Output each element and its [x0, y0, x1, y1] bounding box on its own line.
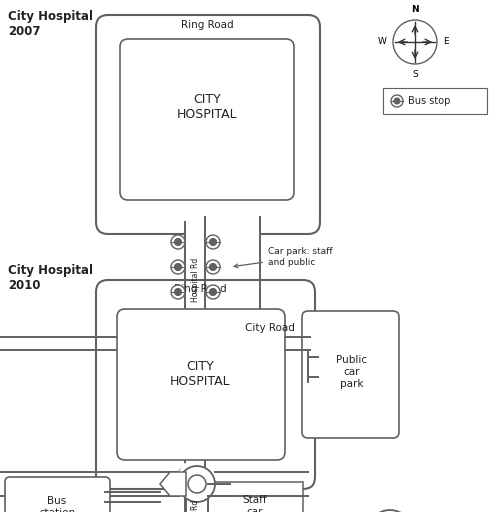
FancyBboxPatch shape: [302, 311, 399, 438]
FancyBboxPatch shape: [117, 309, 285, 460]
Text: Hospital Rd: Hospital Rd: [192, 258, 201, 302]
Circle shape: [206, 235, 220, 249]
Bar: [185, 222, 260, 337]
Text: Public
car
park: Public car park: [337, 355, 368, 389]
Text: N: N: [411, 5, 419, 14]
Text: Bus stop: Bus stop: [408, 96, 450, 106]
Circle shape: [171, 260, 185, 274]
Text: CITY
HOSPITAL: CITY HOSPITAL: [170, 360, 230, 388]
Circle shape: [210, 288, 216, 295]
Text: City Road: City Road: [245, 323, 295, 333]
Text: Ring Road: Ring Road: [181, 20, 233, 30]
Text: City Hospital
2007: City Hospital 2007: [8, 10, 93, 38]
Circle shape: [171, 285, 185, 299]
FancyBboxPatch shape: [96, 15, 320, 234]
Text: Bus
station: Bus station: [39, 496, 75, 512]
Circle shape: [188, 475, 206, 493]
Circle shape: [394, 98, 400, 104]
Circle shape: [175, 288, 182, 295]
Circle shape: [210, 264, 216, 270]
Circle shape: [393, 20, 437, 64]
Circle shape: [171, 235, 185, 249]
Bar: [208, 482, 303, 512]
Text: CITY
HOSPITAL: CITY HOSPITAL: [177, 93, 237, 121]
Circle shape: [179, 466, 215, 502]
Polygon shape: [160, 472, 186, 496]
Text: E: E: [443, 37, 449, 47]
Circle shape: [206, 260, 220, 274]
Circle shape: [175, 239, 182, 245]
Circle shape: [175, 264, 182, 270]
FancyBboxPatch shape: [383, 88, 487, 114]
Text: Car park: staff
and public: Car park: staff and public: [234, 247, 332, 268]
Bar: [186, 484, 208, 512]
Circle shape: [210, 239, 216, 245]
Text: Ring Road: Ring Road: [174, 284, 226, 294]
FancyBboxPatch shape: [96, 280, 315, 489]
Bar: [186, 477, 208, 484]
Text: Staff
car
park: Staff car park: [242, 496, 267, 512]
FancyBboxPatch shape: [120, 39, 294, 200]
FancyBboxPatch shape: [5, 477, 110, 512]
Circle shape: [391, 95, 403, 107]
Text: Hospital Rd: Hospital Rd: [192, 500, 201, 512]
Text: W: W: [378, 37, 387, 47]
Text: S: S: [412, 70, 418, 79]
Circle shape: [368, 510, 412, 512]
Text: City Hospital
2010: City Hospital 2010: [8, 264, 93, 292]
Circle shape: [206, 285, 220, 299]
